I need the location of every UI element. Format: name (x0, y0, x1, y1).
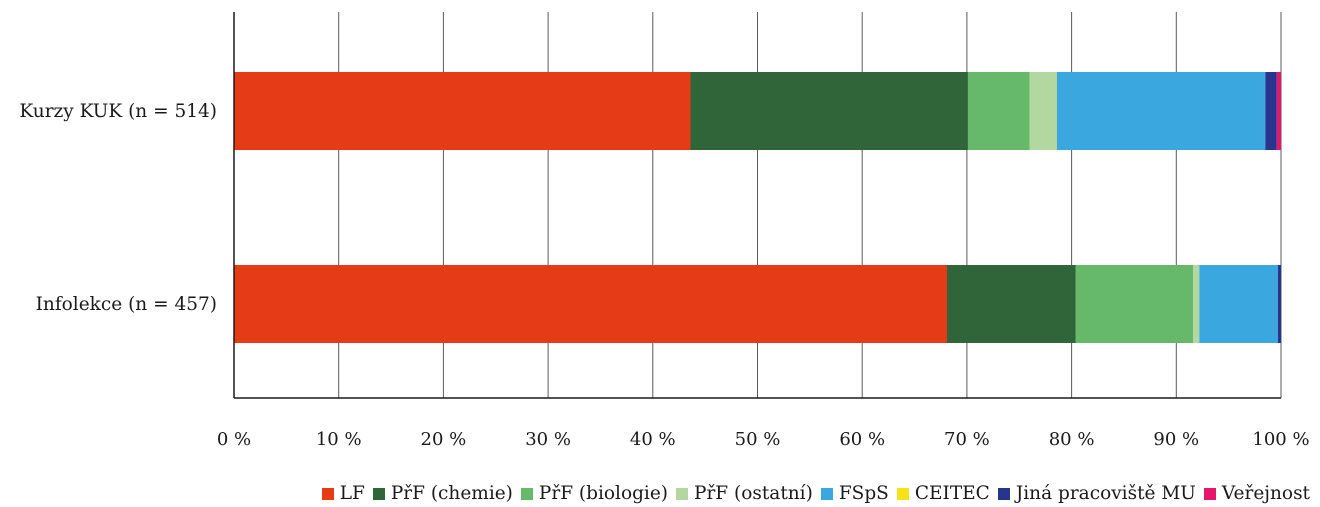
legend-swatch (321, 487, 334, 500)
x-tick-label: 100 % (1252, 429, 1309, 450)
x-tick-label: 10 % (316, 429, 362, 450)
legend-item: LF (321, 483, 365, 504)
legend-swatch (820, 487, 833, 500)
legend-swatch (896, 487, 909, 500)
bar-segment (234, 265, 948, 343)
stacked-bar-chart: 0 % 10 % 20 % 30 % 40 % 50 % 60 % 70 % 80 % 90 % 1… (19, 12, 1310, 450)
bar-segment (690, 72, 968, 150)
legend-label: PřF (biologie) (538, 483, 669, 504)
bars (234, 72, 1281, 343)
x-tick-label: 40 % (630, 429, 676, 450)
x-tick-label: 50 % (735, 429, 781, 450)
legend-item: PřF (ostatní) (676, 483, 813, 504)
bar-segment (1199, 265, 1278, 343)
x-tick-label: 30 % (525, 429, 571, 450)
legend-label: PřF (chemie) (390, 483, 513, 504)
bar-segment (967, 72, 1030, 150)
legend-swatch (372, 487, 385, 500)
x-tick-labels: 0 % 10 % 20 % 30 % 40 % 50 % 60 % 70 % 80 % 90 % 1… (217, 429, 1310, 450)
x-tick-label: 80 % (1049, 429, 1095, 450)
category-label: Infolekce (n = 457) (36, 294, 217, 315)
bar-segment (234, 72, 691, 150)
legend-label: PřF (ostatní) (694, 483, 813, 504)
x-tick-label: 20 % (421, 429, 467, 450)
legend: LF PřF (chemie) PřF (biologie) PřF (ostatní… (0, 480, 1310, 507)
bar-segment (1056, 72, 1266, 150)
legend-swatch (676, 487, 689, 500)
legend-label: CEITEC (914, 483, 990, 504)
bar-segment (1029, 72, 1057, 150)
bar-segment (947, 265, 1076, 343)
bar-segment (1276, 72, 1281, 150)
legend-label: LF (339, 483, 365, 504)
x-tick-label: 0 % (217, 429, 251, 450)
legend-item: Jiná pracoviště MU (997, 483, 1196, 504)
bar-segment (1193, 265, 1200, 343)
legend-label: FSpS (838, 483, 889, 504)
x-tick-label: 60 % (839, 429, 885, 450)
x-tick-label: 70 % (944, 429, 990, 450)
x-tick-label: 90 % (1153, 429, 1199, 450)
bar-segment (1265, 72, 1277, 150)
legend-label: Jiná pracoviště MU (1015, 483, 1196, 504)
legend-item: FSpS (820, 483, 889, 504)
legend-item: Veřejnost (1203, 483, 1310, 504)
legend-item: PřF (biologie) (520, 483, 669, 504)
legend-label: Veřejnost (1221, 483, 1310, 504)
category-labels: Kurzy KUK (n = 514) Infolekce (n = 457) (19, 101, 217, 315)
legend-swatch (997, 487, 1010, 500)
bar-segment (1075, 265, 1194, 343)
category-label: Kurzy KUK (n = 514) (19, 101, 217, 122)
legend-swatch (520, 487, 533, 500)
legend-item: CEITEC (896, 483, 990, 504)
legend-swatch (1203, 487, 1216, 500)
bar-segment (1277, 265, 1281, 343)
axes (233, 12, 1281, 399)
legend-item: PřF (chemie) (372, 483, 513, 504)
